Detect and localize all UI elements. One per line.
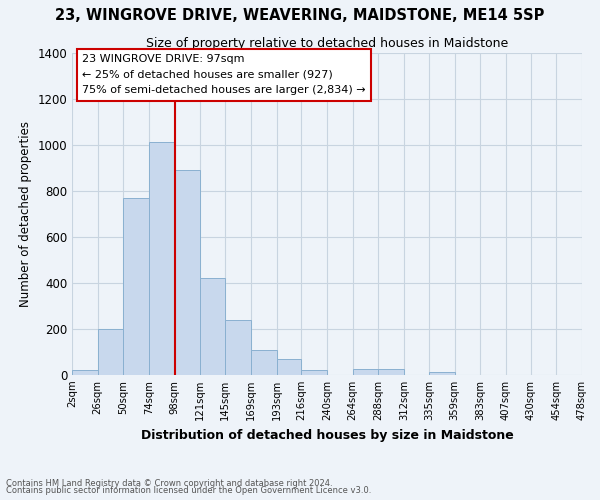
Bar (251, 350, 277, 375)
X-axis label: Distribution of detached houses by size in Maidstone: Distribution of detached houses by size … (140, 428, 514, 442)
Bar (353, 369, 379, 375)
Bar (301, 370, 327, 375)
Bar (124, 198, 149, 375)
Bar (429, 372, 455, 375)
Bar (98, 329, 124, 375)
Bar (379, 369, 404, 375)
Y-axis label: Number of detached properties: Number of detached properties (19, 120, 32, 306)
Bar (175, 170, 199, 375)
Bar (199, 278, 225, 375)
Text: Contains public sector information licensed under the Open Government Licence v3: Contains public sector information licen… (6, 486, 371, 495)
Bar (72, 370, 98, 375)
Bar (277, 359, 301, 375)
Text: 23 WINGROVE DRIVE: 97sqm
← 25% of detached houses are smaller (927)
75% of semi-: 23 WINGROVE DRIVE: 97sqm ← 25% of detach… (82, 54, 366, 96)
Bar (225, 320, 251, 375)
Title: Size of property relative to detached houses in Maidstone: Size of property relative to detached ho… (146, 37, 508, 50)
Text: 23, WINGROVE DRIVE, WEAVERING, MAIDSTONE, ME14 5SP: 23, WINGROVE DRIVE, WEAVERING, MAIDSTONE… (55, 8, 545, 22)
Text: Contains HM Land Registry data © Crown copyright and database right 2024.: Contains HM Land Registry data © Crown c… (6, 478, 332, 488)
Bar (149, 142, 175, 375)
